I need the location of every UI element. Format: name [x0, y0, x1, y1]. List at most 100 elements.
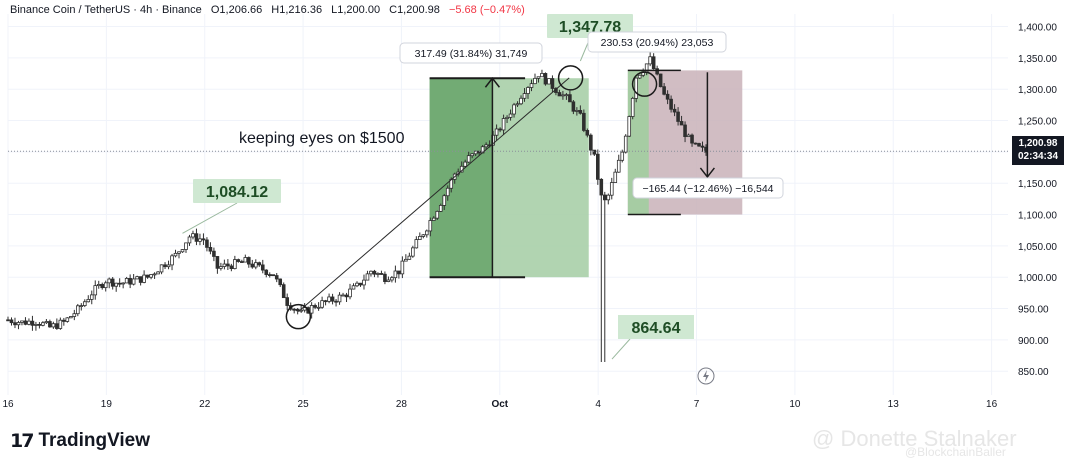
- measure-label: 230.53 (20.94%) 23,053: [601, 37, 714, 49]
- y-tick-label: 1,150.00: [1018, 179, 1057, 190]
- trend-line: [298, 77, 570, 313]
- candle-body: [103, 282, 108, 289]
- candle-body: [86, 299, 91, 303]
- candle-body: [309, 305, 314, 314]
- candle-body: [533, 77, 537, 85]
- y-tick-label: 1,300.00: [1018, 85, 1057, 96]
- candle-body: [334, 300, 338, 303]
- candle-body: [697, 143, 701, 147]
- candle-body: [222, 263, 227, 267]
- candle-body: [623, 135, 628, 153]
- candle-body: [686, 134, 691, 138]
- candle-body: [379, 273, 384, 275]
- x-tick-label: 4: [595, 399, 601, 410]
- candle-body: [578, 110, 583, 114]
- candle-body: [609, 182, 614, 196]
- candle-body: [676, 111, 680, 122]
- candle-body: [355, 282, 359, 287]
- candle-body: [348, 288, 352, 298]
- symbol-header: Binance Coin / TetherUS · 4h · Binance O…: [10, 4, 531, 16]
- candle-body: [44, 321, 49, 324]
- x-tick-label: Oct: [491, 399, 508, 410]
- candle-body: [240, 261, 244, 263]
- candle-body: [515, 103, 520, 106]
- y-tick-label: 1,000.00: [1018, 273, 1057, 284]
- candle-body: [41, 322, 45, 326]
- candle-body: [599, 178, 604, 196]
- candle-body: [34, 323, 38, 326]
- candle-body: [219, 266, 223, 269]
- candle-body: [519, 97, 523, 105]
- candle-body: [142, 274, 146, 283]
- candle-body: [302, 307, 307, 311]
- candle-body: [683, 124, 687, 138]
- candle-body: [6, 319, 10, 322]
- candle-body: [561, 94, 565, 97]
- candle-body: [438, 204, 443, 212]
- y-tick-label: 900.00: [1018, 336, 1049, 347]
- candle-body: [20, 320, 24, 323]
- measure-label: −165.44 (−12.46%) −16,544: [642, 183, 773, 195]
- candle-body: [62, 319, 66, 322]
- x-tick-label: 28: [396, 399, 408, 410]
- candle-body: [247, 257, 251, 265]
- candle-body: [358, 282, 363, 286]
- author-watermark-sub: @BlockchainBaller: [905, 445, 1006, 459]
- price-callout-box: [618, 315, 694, 339]
- candle-body: [700, 145, 705, 148]
- candle-body: [637, 74, 642, 79]
- candle-body: [589, 134, 593, 151]
- candle-body: [585, 130, 590, 136]
- candle-body: [23, 320, 28, 325]
- candle-body: [93, 285, 98, 296]
- candle-body: [550, 78, 555, 89]
- candle-body: [191, 233, 195, 238]
- x-tick-label: 19: [101, 399, 113, 410]
- candle-body: [508, 113, 513, 118]
- candle-body: [536, 76, 541, 79]
- candle-body: [82, 301, 87, 306]
- candle-body: [596, 153, 600, 180]
- chart-grid: [7, 14, 1008, 395]
- candle-body: [149, 274, 153, 278]
- candle-body: [271, 274, 276, 277]
- candle-body: [693, 142, 698, 145]
- measure-label-box: [587, 31, 727, 53]
- tradingview-mark-icon: 17: [10, 430, 34, 452]
- tradingview-logo[interactable]: 17 TradingView: [10, 430, 150, 452]
- candle-body: [313, 305, 317, 308]
- y-tick-label: 1,100.00: [1018, 211, 1057, 222]
- candle-body: [442, 195, 447, 206]
- candle-body: [194, 233, 199, 242]
- candle-body: [327, 296, 331, 302]
- candle-body: [512, 104, 516, 115]
- callout-pointer: [611, 338, 631, 360]
- lightning-icon: [697, 367, 715, 385]
- candle-body: [679, 121, 684, 126]
- symbol-title[interactable]: Binance Coin / TetherUS · 4h · Binance: [10, 4, 202, 16]
- candle-body: [278, 278, 283, 286]
- candle-body: [267, 274, 272, 276]
- candle-body: [156, 271, 160, 275]
- candle-body: [543, 73, 548, 85]
- author-watermark: @ Donette Stalnaker: [812, 426, 1017, 451]
- candle-body: [540, 73, 544, 78]
- candle-body: [79, 305, 84, 307]
- candle-body: [571, 101, 576, 112]
- candle-body: [177, 251, 181, 254]
- candle-body: [648, 56, 652, 65]
- candle-body: [89, 294, 94, 300]
- x-tick-label: 22: [199, 399, 211, 410]
- candle-body: [616, 159, 621, 173]
- candle-body: [253, 262, 258, 268]
- candle-body: [170, 255, 174, 266]
- candle-body: [365, 273, 370, 281]
- candle-body: [421, 234, 426, 237]
- candle-body: [522, 93, 527, 99]
- y-tick-label: 1,350.00: [1018, 54, 1057, 65]
- chart-note-text: keeping eyes on $1500: [239, 130, 405, 147]
- x-tick-label: 13: [888, 399, 900, 410]
- candle-body: [351, 285, 356, 290]
- candle-body: [669, 98, 673, 110]
